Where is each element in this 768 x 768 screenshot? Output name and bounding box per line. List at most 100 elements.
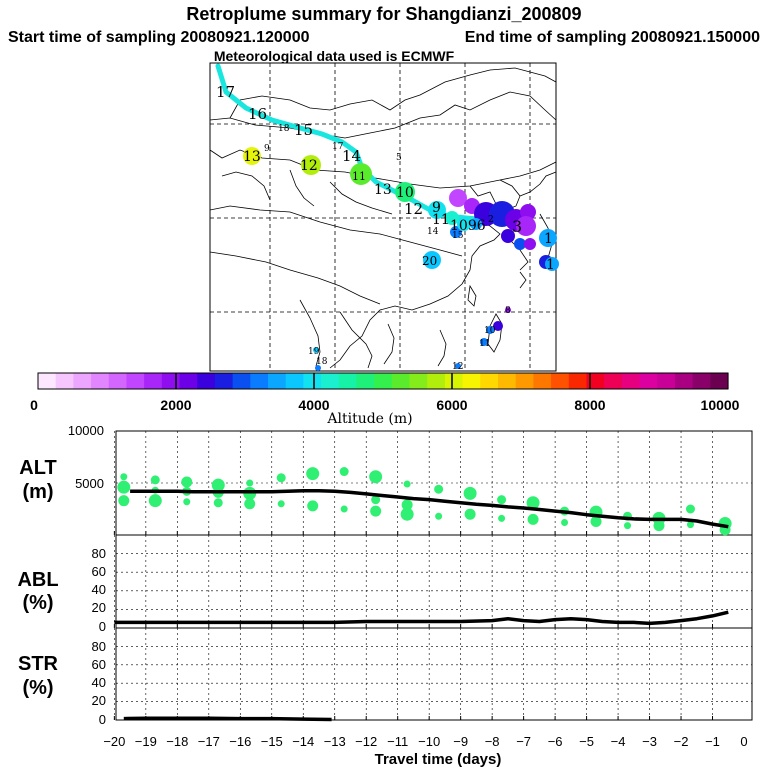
plume-dot xyxy=(545,257,559,271)
alt-cluster-dot xyxy=(118,495,130,507)
colorbar-cell xyxy=(533,373,552,389)
colorbar-tick: 4000 xyxy=(298,397,329,413)
alt-cluster-dot xyxy=(434,484,444,494)
alt-cluster-dot xyxy=(306,467,320,481)
x-tick-label: −6 xyxy=(548,734,563,749)
x-tick-label: −18 xyxy=(166,734,188,749)
colorbar-cell xyxy=(586,373,605,389)
x-tick-label: −7 xyxy=(516,734,531,749)
alt-cluster-dot xyxy=(276,473,286,483)
x-tick-label: −12 xyxy=(355,734,377,749)
x-tick-label: −2 xyxy=(674,734,689,749)
str-panel-frame xyxy=(115,627,753,721)
colorbar-cell xyxy=(568,373,588,389)
day-label: 1 xyxy=(544,231,553,247)
end-time-label: End time of sampling 20080921.150000 xyxy=(465,29,760,46)
figure-title: Retroplume summary for Shangdianzi_20080… xyxy=(186,4,581,24)
colorbar-cell xyxy=(427,373,446,389)
x-tick-label: −9 xyxy=(453,734,468,749)
colorbar-cell xyxy=(462,373,481,389)
colorbar-tick: 6000 xyxy=(436,397,467,413)
day-label: 1096 xyxy=(450,218,486,234)
alt-mean-line xyxy=(130,489,729,529)
alt-cluster-dot xyxy=(150,475,160,485)
colorbar-cell xyxy=(356,373,375,389)
colorbar-cell xyxy=(374,373,393,389)
x-tick-label: −16 xyxy=(229,734,251,749)
alt-cluster-dot xyxy=(685,504,695,514)
str-ytick-label: 0 xyxy=(99,712,106,727)
day-label: 18 xyxy=(316,357,328,367)
colorbar-cell xyxy=(409,373,428,389)
plume-dot xyxy=(243,147,261,165)
colorbar-cell xyxy=(55,373,74,389)
plume-dot xyxy=(501,229,515,243)
colorbar-cell xyxy=(604,373,623,389)
colorbar-cell xyxy=(126,373,145,389)
colorbar-cell xyxy=(515,373,534,389)
alt-cluster-dot xyxy=(213,498,223,508)
start-time-label: Start time of sampling 20080921.120000 xyxy=(8,29,310,46)
colorbar-cell xyxy=(197,373,216,389)
str-ytick-label: 20 xyxy=(92,693,106,708)
alt-cluster-dot xyxy=(120,473,128,481)
alt-cluster-dot xyxy=(497,495,507,505)
str-line xyxy=(123,716,332,722)
abl-panel-frame xyxy=(115,534,753,629)
plume-dot xyxy=(450,226,462,238)
abl-line xyxy=(114,610,729,626)
x-tick-label: −3 xyxy=(642,734,657,749)
plume-dot xyxy=(313,347,319,353)
alt-cluster-dot xyxy=(183,498,191,506)
x-tick-label: −10 xyxy=(418,734,440,749)
alt-cluster-dot xyxy=(277,500,285,508)
plume-dot xyxy=(480,338,488,346)
alt-cluster-dot xyxy=(181,476,193,488)
alt-cluster-dot xyxy=(400,507,414,521)
alt-cluster-dot xyxy=(371,495,381,505)
alt-cluster-dot xyxy=(590,515,602,527)
x-tick-label: −11 xyxy=(387,734,408,749)
colorbar-cell xyxy=(551,373,570,389)
plume-dot xyxy=(486,326,494,334)
colorbar-cell xyxy=(38,373,57,389)
trajectory-map: 17 16 15 18 13 9 17 14 5 12 11 13 10 12 … xyxy=(209,62,559,372)
alt-cluster-dot xyxy=(561,519,569,527)
colorbar-tick: 8000 xyxy=(574,397,605,413)
alt-cluster-dot xyxy=(653,520,665,532)
x-tick-label: 0 xyxy=(740,734,747,749)
met-data-label: Meteorological data used is ECMWF xyxy=(214,48,455,64)
colorbar-cell xyxy=(108,373,128,389)
abl-ytick-label: 0 xyxy=(99,619,106,634)
colorbar-cell xyxy=(303,373,322,389)
abl-ytick-label: 20 xyxy=(92,600,106,615)
day-label: 3 xyxy=(512,217,522,236)
alt-cluster-dot xyxy=(148,494,162,508)
alt-cluster-dot xyxy=(370,505,382,517)
alt-cluster-dot xyxy=(686,521,694,529)
colorbar-cell xyxy=(161,373,181,389)
alt-cluster-dot xyxy=(340,505,348,513)
x-tick-label: −14 xyxy=(292,734,314,749)
abl-ytick-label: 60 xyxy=(92,564,106,579)
day-label: 15 xyxy=(294,121,313,139)
alt-cluster-dot xyxy=(498,514,506,522)
alt-cluster-dot xyxy=(527,513,539,525)
colorbar-cell xyxy=(498,373,517,389)
day-label: 17 xyxy=(332,142,344,152)
day-label: 14 xyxy=(342,147,361,165)
colorbar-cell xyxy=(321,373,340,389)
colorbar-cell xyxy=(480,373,499,389)
alt-cluster-dot xyxy=(244,498,256,510)
day-label: 8 xyxy=(505,306,511,316)
x-tick-label: −5 xyxy=(579,734,594,749)
colorbar-cell xyxy=(391,373,411,389)
colorbar-cell xyxy=(250,373,269,389)
day-label: 11 xyxy=(352,170,366,183)
day-label: 2 xyxy=(488,215,494,225)
plume-dot xyxy=(455,363,461,369)
day-label: 19 xyxy=(308,347,320,357)
alt-cluster-dot xyxy=(526,496,540,510)
colorbar-cell xyxy=(232,373,251,389)
x-tick-label: −8 xyxy=(485,734,500,749)
